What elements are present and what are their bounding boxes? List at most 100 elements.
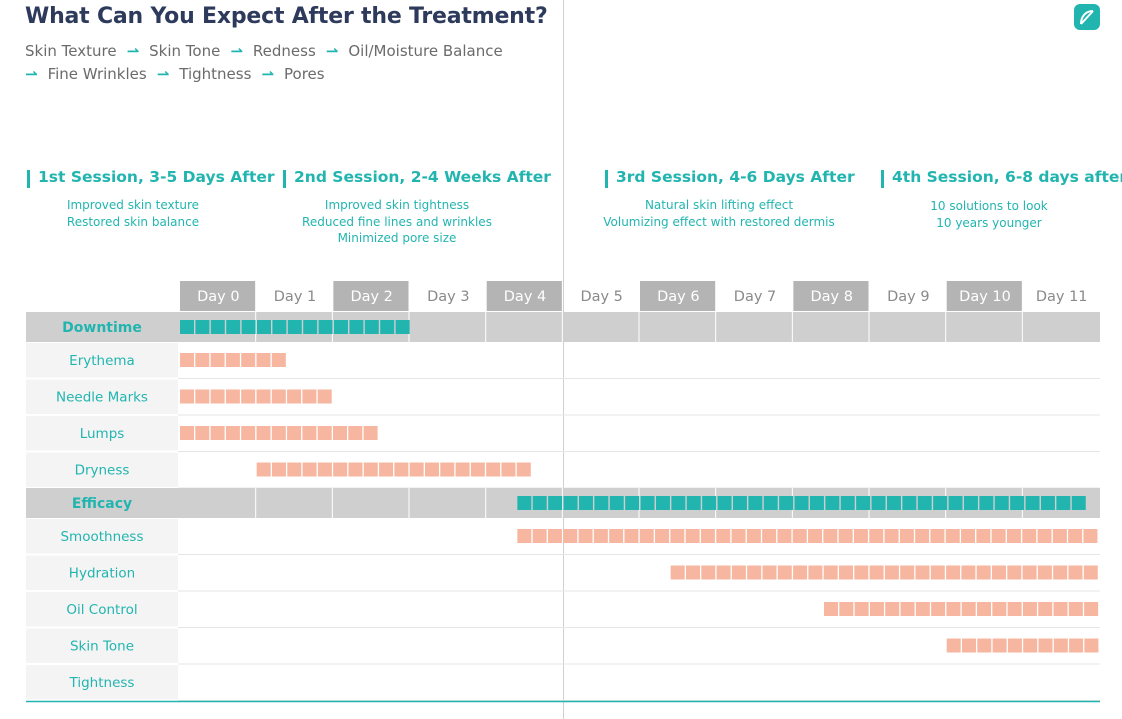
benefit-step: Redness: [252, 42, 316, 60]
duration-segment: [348, 462, 363, 477]
duration-segment: [317, 426, 332, 440]
duration-segment: [885, 602, 900, 616]
efficacy-segment: [871, 496, 886, 510]
duration-segment: [976, 529, 991, 543]
duration-segment: [195, 389, 210, 404]
duration-segment: [287, 389, 302, 404]
efficacy-segment: [717, 496, 732, 510]
duration-segment: [424, 462, 439, 477]
row-label-background: [26, 379, 178, 414]
efficacy-segment: [917, 496, 932, 510]
duration-segment: [333, 426, 347, 440]
row-label-background: [26, 665, 178, 700]
efficacy-segment: [886, 496, 901, 510]
efficacy-segment: [195, 320, 210, 334]
arrow-icon: ⇀: [261, 65, 274, 83]
duration-segment: [869, 602, 884, 616]
group-label: Efficacy: [72, 496, 132, 512]
session-2-description: Improved skin tightness Reduced fine lin…: [297, 197, 497, 247]
row-label: Smoothness: [60, 529, 143, 545]
duration-segment: [1038, 602, 1053, 616]
duration-segment: [271, 426, 286, 440]
duration-segment: [547, 529, 562, 543]
row-label-background: [26, 343, 178, 378]
benefit-steps-line-2: ⇀ Fine Wrinkles ⇀ Tightness ⇀ Pores: [25, 65, 545, 83]
duration-segment: [899, 529, 914, 543]
efficacy-segment: [779, 496, 794, 510]
row-label: Dryness: [75, 463, 130, 479]
duration-segment: [1052, 529, 1067, 543]
duration-segment: [823, 529, 838, 543]
duration-segment: [762, 565, 777, 580]
duration-segment: [946, 638, 961, 653]
efficacy-segment: [594, 496, 609, 510]
benefit-step: Pores: [284, 65, 325, 83]
efficacy-segment: [1071, 496, 1086, 510]
duration-segment: [685, 565, 700, 580]
duration-segment: [961, 529, 976, 543]
duration-segment: [931, 602, 946, 616]
duration-segment: [1022, 602, 1037, 616]
duration-segment: [578, 529, 593, 543]
day-label: Day 10: [959, 289, 1011, 305]
duration-segment: [195, 353, 210, 367]
efficacy-segment: [364, 320, 379, 334]
duration-segment: [1083, 565, 1098, 580]
duration-segment: [884, 565, 899, 580]
efficacy-segment: [241, 320, 256, 334]
row-label-background: [26, 592, 178, 627]
row-label-background: [26, 519, 178, 554]
duration-segment: [869, 529, 884, 543]
session-3-line: Natural skin lifting effect: [644, 198, 794, 212]
duration-segment: [777, 565, 792, 580]
benefit-step: Tightness: [179, 65, 252, 83]
session-marker: [283, 170, 286, 188]
day-header-cell: [793, 281, 869, 311]
efficacy-segment: [334, 320, 348, 334]
duration-segment: [884, 529, 899, 543]
duration-segment: [900, 602, 915, 616]
duration-segment: [210, 426, 225, 440]
duration-segment: [915, 529, 930, 543]
duration-segment: [1007, 565, 1022, 580]
efficacy-segment: [303, 320, 318, 334]
row-label: Hydration: [69, 566, 135, 582]
efficacy-segment: [272, 320, 287, 334]
duration-segment: [945, 529, 960, 543]
efficacy-segment: [548, 496, 563, 510]
efficacy-segment: [287, 320, 302, 334]
duration-segment: [317, 462, 332, 477]
duration-segment: [180, 353, 194, 367]
day-label: Day 5: [580, 289, 622, 305]
arrow-icon: ⇀: [25, 65, 38, 83]
row-label: Erythema: [69, 353, 135, 369]
duration-segment: [563, 529, 578, 543]
efficacy-segment: [210, 320, 225, 334]
duration-segment: [961, 565, 976, 580]
session-marker: [881, 170, 884, 188]
duration-segment: [1022, 529, 1037, 543]
efficacy-segment: [702, 496, 717, 510]
duration-segment: [700, 529, 715, 543]
duration-segment: [287, 462, 302, 477]
duration-segment: [731, 565, 746, 580]
efficacy-segment: [226, 320, 241, 334]
duration-segment: [747, 565, 762, 580]
duration-segment: [256, 462, 271, 477]
efficacy-segment: [625, 496, 640, 510]
duration-segment: [930, 565, 945, 580]
row-label: Needle Marks: [56, 390, 148, 406]
duration-segment: [946, 565, 961, 580]
efficacy-segment: [180, 320, 194, 334]
duration-segment: [363, 462, 378, 477]
session-4-line: 10 years younger: [936, 215, 1042, 230]
duration-segment: [915, 602, 930, 616]
benefit-step: Fine Wrinkles: [47, 65, 147, 83]
duration-segment: [517, 529, 532, 543]
duration-segment: [655, 529, 670, 543]
benefit-steps-line-1: Skin Texture ⇀ Skin Tone ⇀ Redness ⇀ Oil/Moist…: [25, 42, 545, 60]
efficacy-segment: [933, 496, 948, 510]
duration-segment: [670, 565, 685, 580]
benefit-step: Oil/Moisture Balance: [348, 42, 503, 60]
duration-segment: [180, 426, 194, 440]
